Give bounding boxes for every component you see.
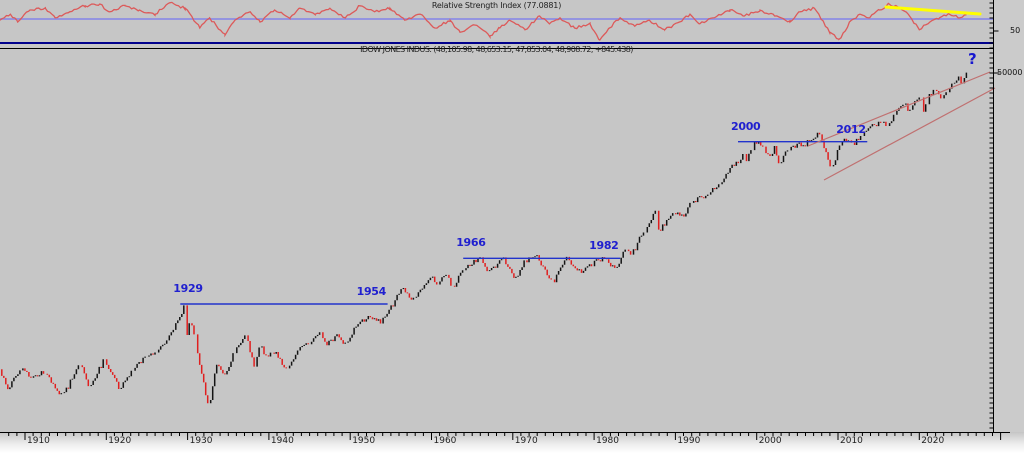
decade-label: 2000 (758, 436, 782, 446)
decade-label: 1910 (27, 436, 50, 446)
yellow-trendline[interactable] (884, 5, 982, 16)
decade-label: 2010 (840, 436, 863, 446)
year-label[interactable]: 2012 (836, 122, 866, 136)
decade-label: 1960 (433, 436, 457, 446)
decade-label: 1940 (270, 436, 294, 446)
y-axis-ticks (989, 2, 1000, 429)
decade-label: 1920 (108, 436, 132, 446)
price-y-axis[interactable] (994, 0, 1024, 432)
year-label[interactable]: 1966 (456, 236, 486, 250)
decade-label: 2020 (921, 436, 945, 446)
year-label[interactable]: 1982 (589, 239, 619, 253)
decade-label: 1970 (514, 436, 538, 446)
decade-label: 1980 (596, 436, 619, 446)
channel-trendline[interactable] (823, 87, 996, 181)
price-bars-down[interactable] (1, 76, 962, 404)
rsi-indicator-title[interactable]: Relative Strength Index (77.0881) (431, 1, 562, 10)
price-series-title[interactable]: IDOW JONES INDUS. (48,105.98, 48,653.15,… (360, 45, 633, 54)
year-label[interactable]: 1929 (173, 282, 203, 295)
rsi-series-line[interactable] (0, 1, 967, 41)
decade-label: 1930 (189, 436, 213, 446)
question-mark-annotation[interactable]: ? (968, 50, 977, 68)
decade-label: 1990 (677, 436, 701, 446)
decade-label: 1950 (352, 436, 376, 446)
time-x-axis[interactable] (0, 433, 1024, 453)
price-bars-up[interactable] (9, 72, 968, 404)
year-label[interactable]: 1954 (356, 285, 387, 298)
channel-trendline[interactable] (807, 71, 991, 147)
rsi-axis-label: 50 (1010, 26, 1021, 35)
x-axis-ticks (8, 433, 1002, 440)
year-label[interactable]: 2000 (731, 119, 761, 133)
price-axis-label: 50000 (997, 68, 1023, 77)
